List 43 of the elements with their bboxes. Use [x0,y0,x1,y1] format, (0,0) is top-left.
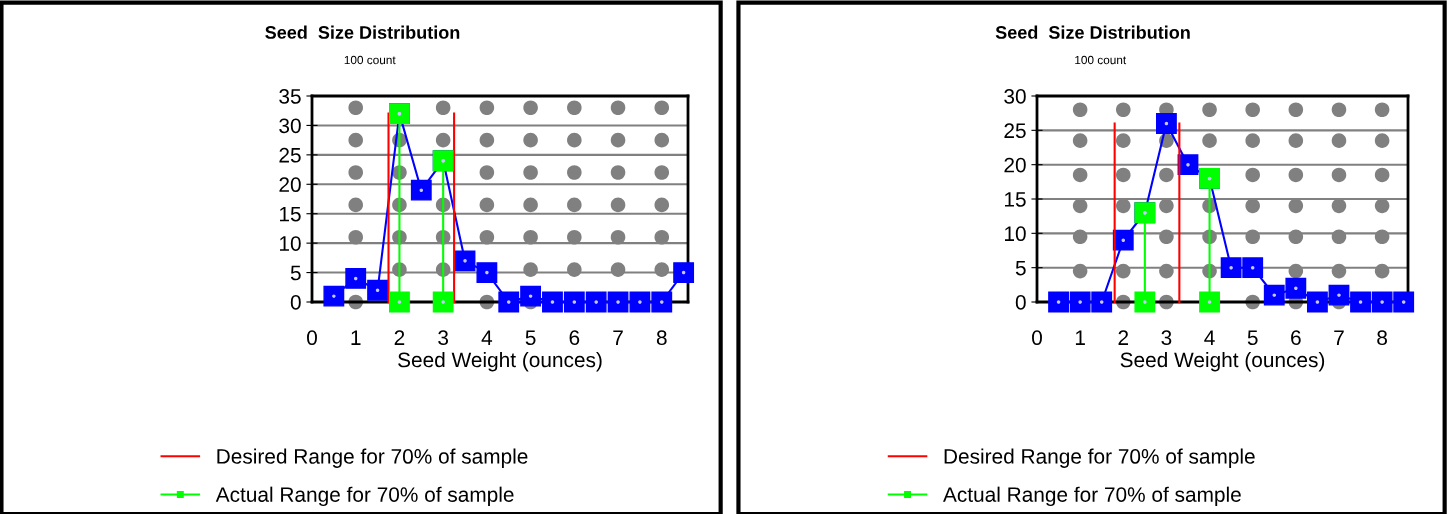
y-tick-label: 5 [1015,260,1026,276]
chart-subtitle: 100 count [344,55,396,65]
legend-label: Desired Range for 70% of sample [944,448,1255,468]
legend-label: Desired Range for 70% of sample [217,448,528,468]
x-tick-label: 7 [613,330,623,345]
y-tick-label: 35 [279,89,301,104]
x-axis-title: Seed Weight (ounces) [1120,351,1325,372]
y-tick-label: 15 [280,206,301,222]
x-tick-label: 6 [569,330,580,346]
x-tick-label: 4 [481,330,493,345]
x-tick-label: 5 [1247,330,1258,346]
y-tick-label: 20 [279,177,301,193]
legend-label: Actual Range for 70% of sample [943,486,1241,507]
x-tick-label: 2 [1118,330,1129,345]
x-tick-label: 8 [656,330,667,346]
x-tick-label: 1 [1075,330,1085,345]
y-tick-label: 30 [1004,89,1026,104]
y-tick-label: 0 [1015,295,1026,310]
x-tick-label: 0 [307,330,317,346]
x-tick-label: 0 [1032,330,1042,346]
chart-title: Seed Size Distribution [265,25,460,39]
chart-title: Seed Size Distribution [995,25,1190,39]
y-tick-label: 0 [290,295,301,310]
x-tick-label: 3 [438,330,449,346]
y-tick-label: 20 [1004,157,1026,173]
y-tick-label: 25 [1004,123,1026,139]
y-tick-label: 10 [1005,226,1026,242]
x-tick-label: 2 [394,330,405,345]
chart-subtitle: 100 count [1075,55,1127,65]
y-tick-label: 10 [280,236,301,251]
y-tick-label: 5 [290,265,301,281]
y-tick-label: 25 [279,147,301,163]
legend-label: Actual Range for 70% of sample [215,486,514,507]
x-tick-label: 1 [351,330,361,345]
x-tick-label: 5 [525,330,536,346]
x-axis-title: Seed Weight (ounces) [398,351,602,372]
x-tick-label: 4 [1204,330,1215,345]
x-tick-label: 3 [1161,330,1172,346]
y-tick-label: 30 [279,118,301,134]
x-tick-label: 6 [1291,330,1301,346]
y-tick-label: 15 [1005,192,1026,207]
x-tick-label: 8 [1377,330,1387,346]
x-tick-label: 7 [1334,330,1344,345]
